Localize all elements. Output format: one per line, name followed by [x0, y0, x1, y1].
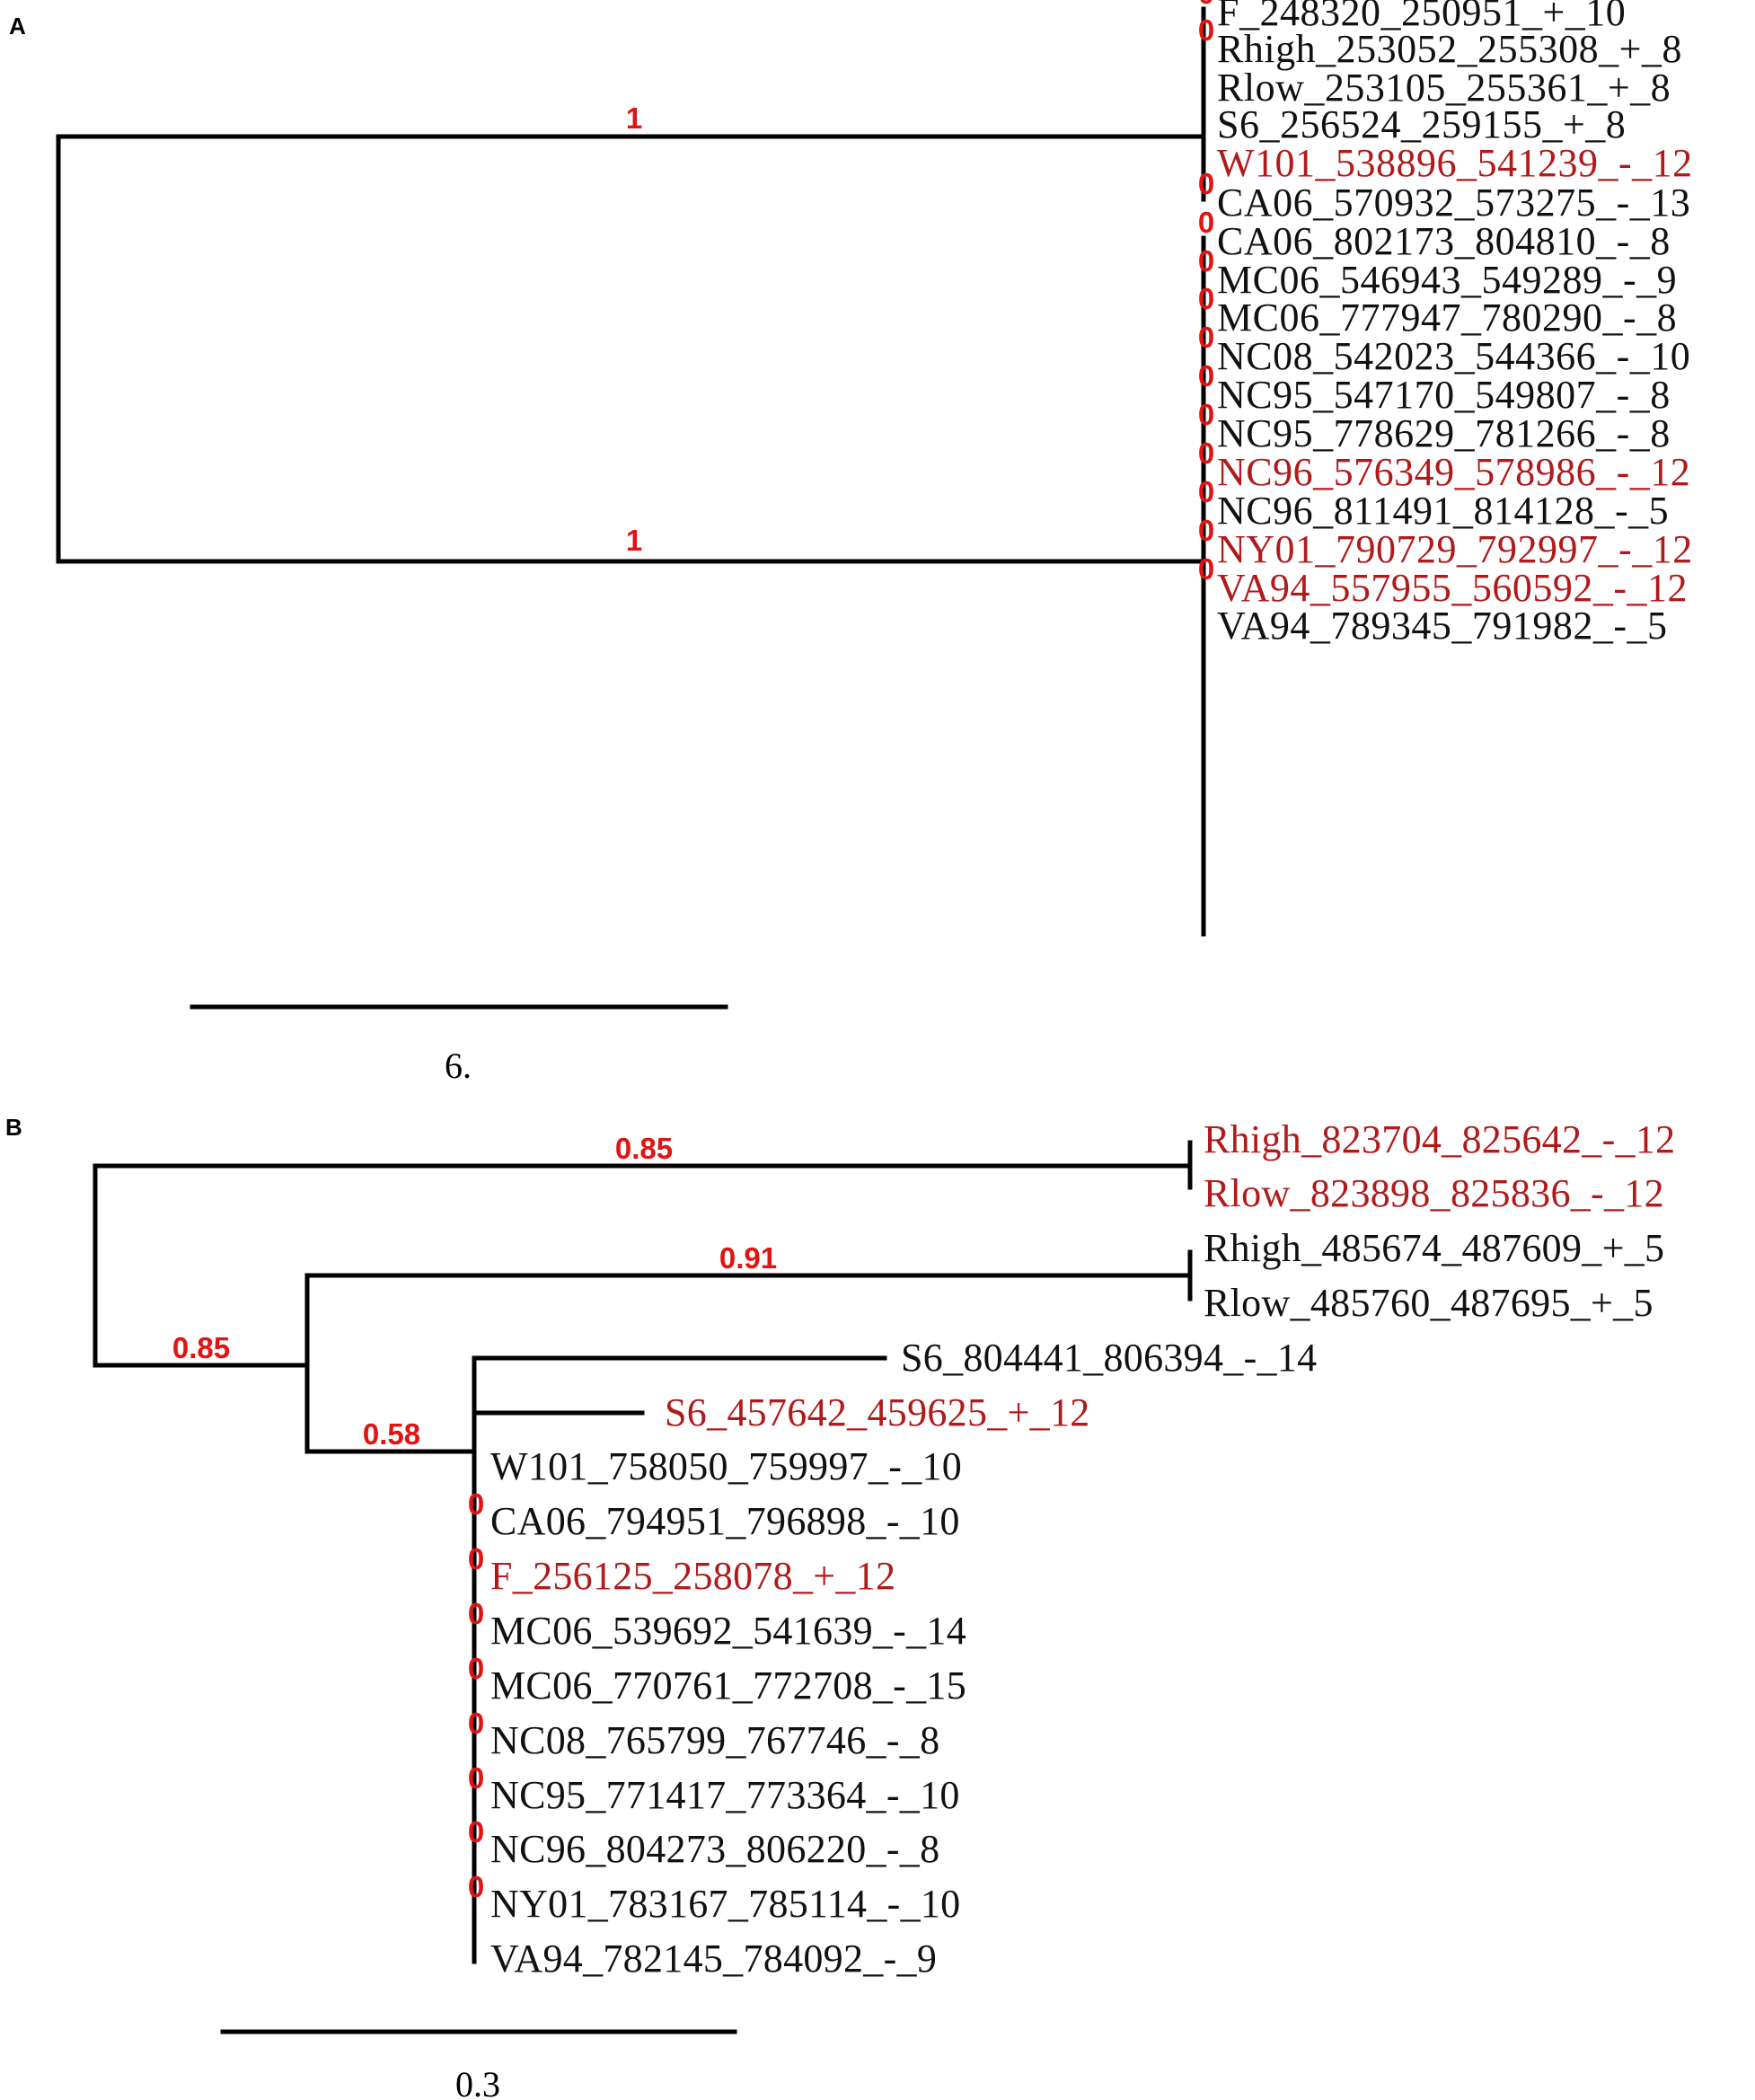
panel-b-scale-label: 0.3 [455, 2064, 500, 2100]
zero-branch-length-marker: 0 [1198, 321, 1214, 354]
panel-b-support-clade1: 0.85 [615, 1132, 673, 1165]
panel-b-support-clade3: 0.58 [363, 1417, 420, 1451]
zero-branch-length-marker: 0 [1198, 167, 1214, 200]
panel-b-support-clade2: 0.91 [719, 1241, 777, 1275]
tip-label: F_248320_250951_+_10 [1217, 0, 1626, 34]
tip-label: W101_758050_759997_-_10 [490, 1444, 962, 1488]
tip-label: Rhigh_485674_487609_+_5 [1204, 1226, 1664, 1270]
tip-label: NC96_576349_578986_-_12 [1217, 450, 1690, 494]
tip-label: NC95_547170_549807_-_8 [1217, 373, 1671, 417]
zero-branch-length-marker: 0 [1198, 514, 1214, 547]
tip-label: NC95_778629_781266_-_8 [1217, 411, 1671, 455]
panel-b: B 0.85 0.91 0.85 0.58 Rhigh_823704_82564… [5, 1114, 1675, 2100]
tip-label: Rhigh_253052_255308_+_8 [1217, 27, 1682, 71]
tip-label: F_256125_258078_+_12 [490, 1554, 895, 1598]
zero-branch-length-marker: 0 [468, 1487, 484, 1521]
tip-label: MC06_539692_541639_-_14 [490, 1609, 966, 1653]
panel-b-tip-labels: Rhigh_823704_825642_-_12 Rlow_823898_8258… [468, 1117, 1675, 1981]
zero-branch-length-marker: 0 [1198, 398, 1214, 431]
tip-label: VA94_789345_791982_-_5 [1217, 604, 1668, 648]
zero-branch-length-marker: 0 [1198, 0, 1214, 10]
zero-branch-length-marker: 0 [468, 1542, 484, 1575]
tip-label: CA06_794951_796898_-_10 [490, 1499, 960, 1543]
panel-b-support-inner: 0.85 [172, 1331, 230, 1364]
zero-branch-length-marker: 0 [1198, 282, 1214, 315]
panel-a-support-upper: 1 [626, 101, 642, 135]
panel-a: A 1 1 F_248320_250951_+_100Rhigh_253052_… [9, 0, 1693, 1086]
panel-a-letter: A [9, 13, 26, 40]
tip-label: NC08_542023_544366_-_10 [1217, 334, 1690, 378]
zero-branch-length-marker: 0 [1198, 206, 1214, 239]
tip-label: S6_804441_806394_-_14 [901, 1336, 1317, 1380]
zero-branch-length-marker: 0 [468, 1707, 484, 1740]
tip-label: NC96_811491_814128_-_5 [1217, 489, 1669, 533]
zero-branch-length-marker: 0 [1198, 244, 1214, 278]
zero-branch-length-marker: 0 [468, 1870, 484, 1903]
tip-label: NY01_783167_785114_-_10 [490, 1882, 960, 1926]
tip-label: NC08_765799_767746_-_8 [490, 1718, 939, 1762]
zero-branch-length-marker: 0 [1198, 475, 1214, 508]
tip-label: Rlow_253105_255361_+_8 [1217, 66, 1671, 110]
zero-branch-length-marker: 0 [468, 1597, 484, 1630]
zero-branch-length-marker: 0 [468, 1652, 484, 1685]
zero-branch-length-marker: 0 [1198, 437, 1214, 470]
tip-label: S6_457642_459625_+_12 [665, 1390, 1090, 1434]
panel-a-scale-label: 6. [445, 1046, 472, 1086]
tip-label: MC06_546943_549289_-_9 [1217, 258, 1677, 302]
zero-branch-length-marker: 0 [468, 1761, 484, 1795]
tip-label: Rhigh_823704_825642_-_12 [1204, 1117, 1675, 1161]
tip-label: NC96_804273_806220_-_8 [490, 1827, 939, 1871]
tip-label: S6_256524_259155_+_8 [1217, 102, 1626, 146]
tip-label: VA94_557955_560592_-_12 [1217, 566, 1688, 610]
tip-label: W101_538896_541239_-_12 [1217, 141, 1693, 185]
zero-branch-length-marker: 0 [1198, 359, 1214, 393]
tip-label: Rlow_823898_825836_-_12 [1204, 1171, 1664, 1215]
tip-label: MC06_777947_780290_-_8 [1217, 296, 1677, 340]
panel-a-tip-labels: F_248320_250951_+_100Rhigh_253052_255308… [1198, 0, 1693, 648]
tip-label: MC06_770761_772708_-_15 [490, 1663, 966, 1707]
tip-label: NY01_790729_792997_-_12 [1217, 527, 1693, 571]
panel-b-letter: B [5, 1114, 22, 1141]
tip-label: Rlow_485760_487695_+_5 [1204, 1281, 1654, 1325]
zero-branch-length-marker: 0 [1198, 13, 1214, 47]
tip-label: NC95_771417_773364_-_10 [490, 1773, 960, 1817]
tip-label: CA06_802173_804810_-_8 [1217, 219, 1671, 263]
tip-label: VA94_782145_784092_-_9 [490, 1937, 937, 1981]
panel-a-support-lower: 1 [626, 524, 642, 557]
zero-branch-length-marker: 0 [468, 1815, 484, 1849]
tip-label: CA06_570932_573275_-_13 [1217, 181, 1690, 225]
zero-branch-length-marker: 0 [1198, 552, 1214, 586]
